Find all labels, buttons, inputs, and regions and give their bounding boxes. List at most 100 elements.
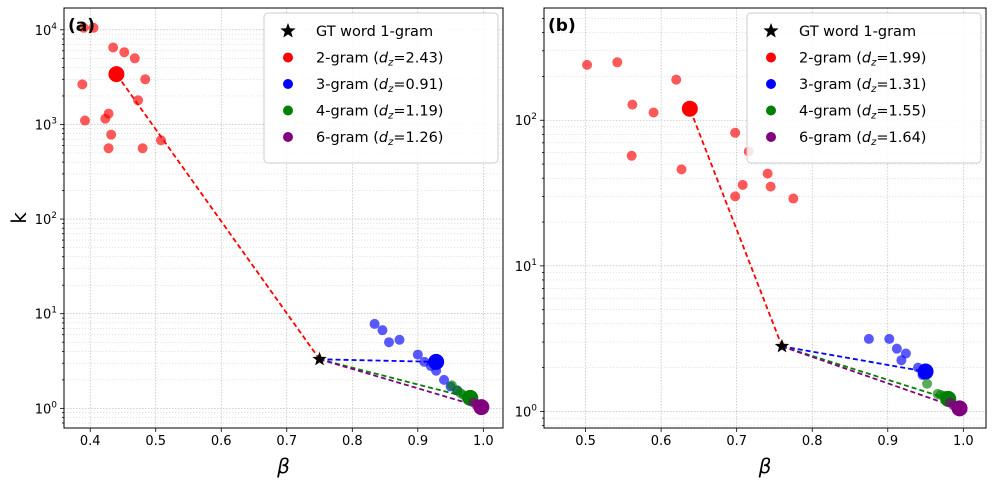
x-tick-label: 0.6: [651, 434, 672, 449]
legend-label-part: 4-gram (: [316, 104, 379, 120]
data-point-2-gram: [612, 57, 623, 68]
legend-marker-6-gram: [766, 132, 776, 142]
y-tick-label: 101: [35, 306, 57, 323]
data-point-2-gram: [133, 95, 144, 106]
y-tick-base: 10: [515, 260, 532, 275]
x-tick-label: 0.9: [877, 434, 898, 449]
connector-line-6-gram: [319, 358, 482, 409]
data-point-2-gram: [155, 135, 166, 146]
y-tick-exponent: 2: [531, 112, 537, 122]
centroid-2-gram: [108, 66, 125, 83]
legend-label-part: z: [870, 84, 877, 95]
gt-star-marker: [312, 351, 327, 366]
data-point-2-gram: [137, 143, 148, 154]
legend-label-part: z: [870, 58, 877, 69]
legend-label-part: 2-gram (: [799, 51, 862, 67]
y-tick-base: 10: [35, 24, 52, 39]
data-point-2-gram: [77, 79, 88, 90]
connector-line-6-gram: [781, 345, 960, 410]
gt-star-marker: [774, 338, 790, 353]
data-point-3-gram: [896, 355, 907, 366]
data-point-2-gram: [88, 22, 99, 33]
legend-gt-label: GT word 1-gram: [799, 24, 916, 40]
y-tick-label: 104: [35, 22, 58, 39]
y-tick-base: 10: [35, 118, 52, 133]
legend-marker-4-gram: [283, 105, 293, 116]
legend-label-part: z: [387, 111, 394, 122]
connector-line-2-gram: [115, 73, 321, 360]
legend-label-part: d: [862, 51, 872, 67]
axes-frame: [63, 7, 504, 429]
data-point-3-gram: [884, 333, 895, 344]
x-tick-label: 0.5: [575, 434, 596, 449]
legend-label-4-gram: 4-gram (dz=1.55): [799, 104, 926, 122]
legend-label-part: 3-gram (: [316, 77, 379, 93]
legend-label-part: z: [387, 84, 394, 95]
x-tick-label: 1.0: [953, 434, 974, 449]
legend-label-2-gram: 2-gram (dz=2.43): [316, 51, 443, 69]
connector-line-4-gram: [319, 358, 471, 399]
data-point-3-gram: [412, 349, 423, 360]
data-point-2-gram: [626, 150, 637, 161]
series-4-gram: [446, 380, 479, 406]
connector-line-2-gram: [688, 108, 783, 347]
legend-label-part: d: [379, 51, 389, 67]
series-6-gram: [944, 397, 968, 417]
legend-marker-2-gram: [283, 52, 293, 63]
x-tick-label: 1.0: [473, 434, 494, 449]
y-tick-exponent: 0: [531, 403, 537, 413]
panel-a: 0.4 0.5 0.6 0.7 0.8 0.9 1.0100101102103104βk(a…: [7, 7, 504, 478]
connector-line-3-gram: [319, 358, 437, 363]
data-point-2-gram: [762, 168, 773, 179]
data-point-2-gram: [582, 59, 593, 70]
y-tick-exponent: 3: [51, 116, 57, 126]
data-point-2-gram: [671, 74, 682, 85]
legend-label-part: =1.19): [393, 104, 443, 120]
data-point-2-gram: [100, 113, 111, 124]
legend-label-part: 3-gram (: [799, 77, 862, 93]
legend-label-part: 6-gram (: [799, 130, 862, 146]
data-point-3-gram: [383, 337, 394, 348]
legend-label-part: 6-gram (: [316, 130, 379, 146]
legend-label-3-gram: 3-gram (dz=1.31): [799, 77, 926, 95]
x-tick-label: 0.5: [145, 434, 166, 449]
centroid-6-gram: [473, 399, 490, 416]
legend-marker-4-gram: [766, 105, 776, 116]
centroid-2-gram: [681, 100, 698, 117]
x-tick-label: 0.8: [802, 434, 823, 449]
data-point-2-gram: [627, 99, 638, 110]
legend-label-part: z: [387, 137, 394, 148]
data-point-3-gram: [394, 334, 405, 345]
legend-label-6-gram: 6-gram (dz=1.26): [316, 130, 443, 148]
series-3-gram: [863, 333, 934, 381]
data-point-2-gram: [648, 107, 659, 118]
legend-label-part: =0.91): [393, 77, 443, 93]
legend-label-part: =1.64): [876, 130, 926, 146]
data-point-3-gram: [863, 333, 874, 344]
data-point-2-gram: [730, 191, 741, 202]
data-point-3-gram: [439, 374, 450, 385]
legend-marker-3-gram: [766, 79, 776, 89]
legend-label-part: =2.43): [393, 51, 443, 67]
legend-marker-2-gram: [766, 52, 776, 63]
data-point-2-gram: [765, 181, 776, 192]
legend-label-part: =1.55): [876, 104, 926, 120]
legend-box: [746, 12, 982, 164]
legend-label-part: d: [379, 104, 389, 120]
x-tick-label: 0.6: [211, 434, 232, 449]
legend-label-part: =1.99): [876, 51, 926, 67]
legend-marker-3-gram: [283, 79, 293, 89]
data-point-3-gram: [891, 343, 902, 354]
legend-label-part: z: [870, 137, 877, 148]
y-axis-label: k: [7, 212, 31, 224]
x-tick-label: 0.8: [342, 434, 363, 449]
y-tick-exponent: 2: [51, 211, 57, 221]
y-tick-exponent: 4: [51, 22, 57, 32]
legend-gt-marker: [763, 23, 779, 38]
legend-label-part: d: [862, 104, 872, 120]
panel-label: (a): [68, 16, 95, 36]
data-point-2-gram: [119, 47, 130, 58]
